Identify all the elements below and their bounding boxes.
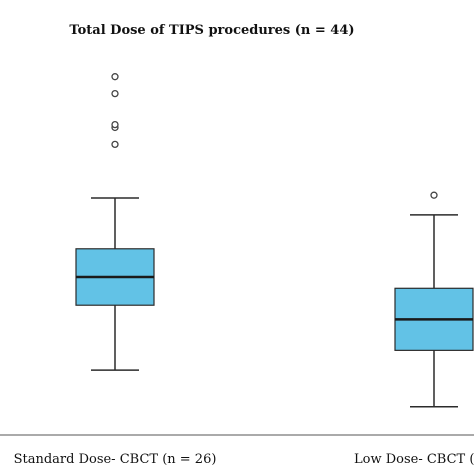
outlier-point [111, 89, 119, 98]
chart-title: Total Dose of TIPS procedures (n = 44) [69, 23, 354, 38]
boxes-layer [75, 73, 474, 408]
outlier-point [111, 140, 119, 149]
outlier-point [430, 191, 438, 199]
x-tick-label: Low Dose- CBCT (n = 18) [354, 452, 474, 467]
outlier-point [111, 120, 119, 129]
outlier-point [111, 73, 119, 81]
x-tick-label: Standard Dose- CBCT (n = 26) [14, 452, 217, 467]
